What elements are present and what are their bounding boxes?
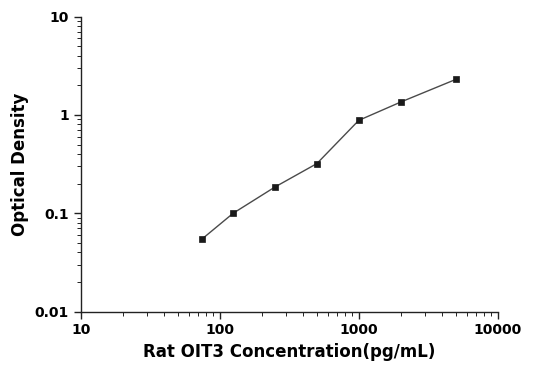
Y-axis label: Optical Density: Optical Density xyxy=(11,92,29,236)
X-axis label: Rat OIT3 Concentration(pg/mL): Rat OIT3 Concentration(pg/mL) xyxy=(143,343,435,361)
